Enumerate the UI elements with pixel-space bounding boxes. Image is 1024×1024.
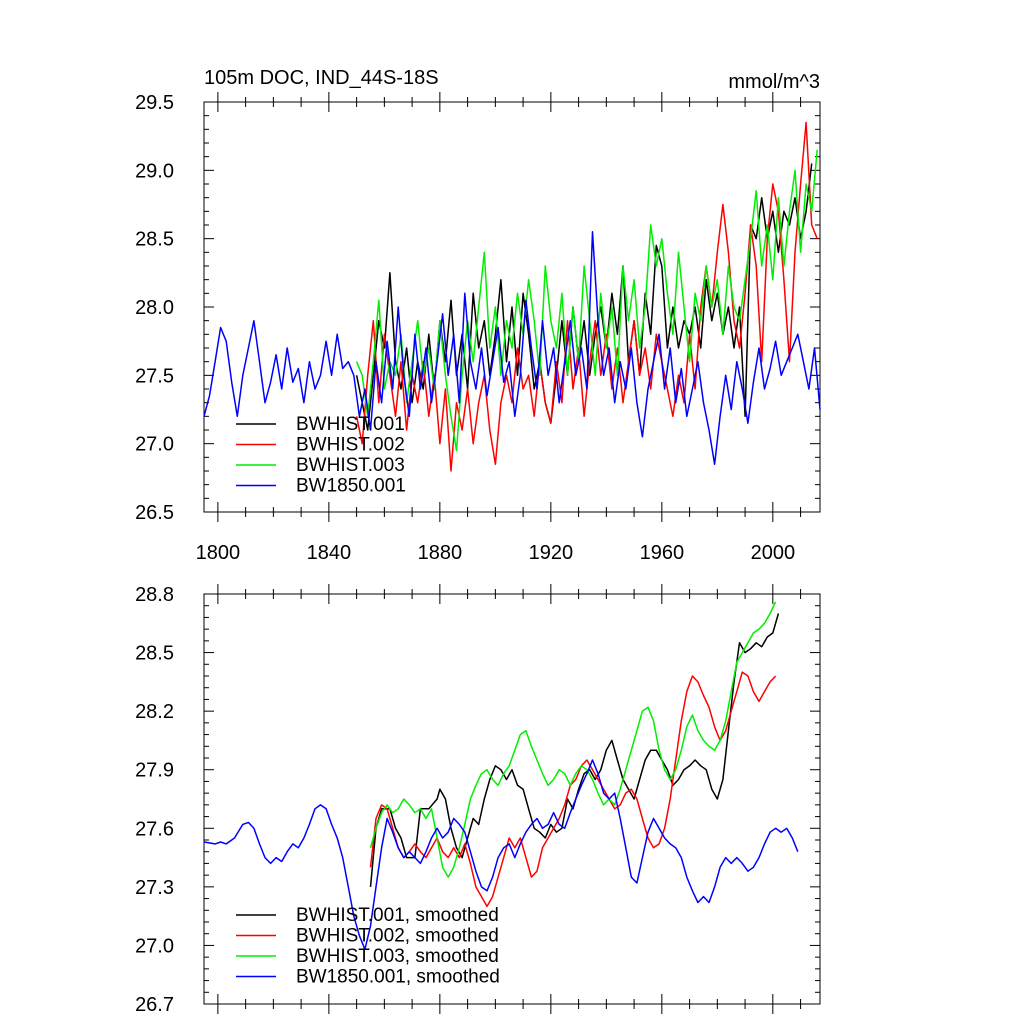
- series-line: [369, 613, 780, 887]
- y-tick-label: 29.5: [135, 92, 174, 114]
- top-panel: 105m DOC, IND_44S-18S mmol/m^3 1800 1840 1…: [135, 67, 821, 564]
- y-tick-label: 26.7: [135, 994, 174, 1016]
- legend-label: BWHIST.003, smoothed: [296, 946, 499, 967]
- top-series-layer: [203, 121, 821, 472]
- y-tick-label: 28.0: [135, 297, 174, 319]
- series-line: [203, 759, 799, 951]
- x-tick-label: 1960: [640, 542, 685, 564]
- series-line: [203, 231, 821, 465]
- top-panel-units: mmol/m^3: [728, 71, 820, 93]
- legend-label: BWHIST.002: [296, 435, 405, 456]
- series-line: [369, 671, 777, 908]
- series-line: [369, 601, 777, 878]
- bottom-panel: 26.7 27.0 27.3 27.6 27.9 28.2 28.5 28.8 BWHIST.…: [135, 584, 821, 1016]
- x-tick-label: 2000: [751, 542, 796, 564]
- y-tick-label: 27.0: [135, 935, 174, 957]
- y-tick-label: 28.5: [135, 643, 174, 665]
- y-tick-label: 27.0: [135, 434, 174, 456]
- legend-label: BW1850.001, smoothed: [296, 967, 500, 988]
- bottom-tick-layer: 26.7 27.0 27.3 27.6 27.9 28.2 28.5 28.8: [135, 584, 820, 1016]
- legend-label: BW1850.001: [296, 476, 406, 497]
- top-tick-layer: 1800 1840 1880 1920 1960 2000 26.5 27.0 27.5 28.0…: [135, 92, 820, 564]
- y-tick-label: 28.5: [135, 229, 174, 251]
- y-tick-label: 27.9: [135, 760, 174, 782]
- bottom-plot-frame: [203, 593, 821, 1005]
- bottom-series-layer: [203, 601, 799, 951]
- legend-label: BWHIST.002, smoothed: [296, 926, 499, 947]
- y-tick-label: 27.3: [135, 877, 174, 899]
- x-tick-label: 1920: [529, 542, 574, 564]
- x-tick-label: 1800: [196, 542, 241, 564]
- legend-label: BWHIST.001, smoothed: [296, 905, 499, 926]
- y-tick-label: 27.6: [135, 818, 174, 840]
- y-tick-label: 28.2: [135, 701, 174, 723]
- y-tick-label: 29.0: [135, 160, 174, 182]
- x-tick-label: 1840: [307, 542, 352, 564]
- legend-label: BWHIST.001: [296, 414, 405, 435]
- top-panel-title: 105m DOC, IND_44S-18S: [204, 67, 439, 89]
- series-line: [355, 149, 818, 452]
- y-tick-label: 27.5: [135, 365, 174, 387]
- legend-label: BWHIST.003: [296, 455, 405, 476]
- y-tick-label: 26.5: [135, 502, 174, 524]
- y-tick-label: 28.8: [135, 584, 174, 606]
- x-tick-label: 1880: [418, 542, 463, 564]
